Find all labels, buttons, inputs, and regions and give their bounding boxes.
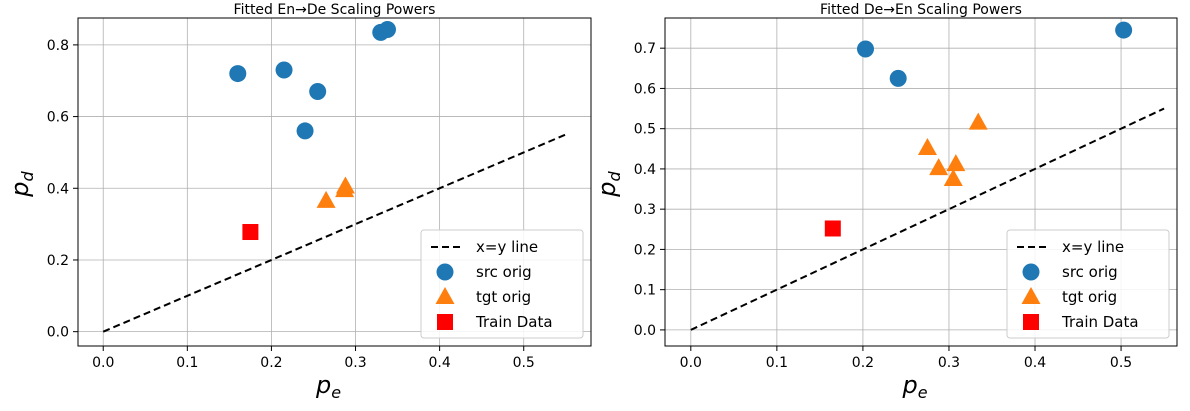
data-point-circle [275,61,293,79]
y-tick-label: 0.4 [47,181,69,197]
legend-label: x=y line [1062,238,1124,256]
legend-marker-triangle [435,287,455,304]
legend-label: tgt orig [1062,288,1117,306]
legend: x=y line src orig tgt orig Train Data [420,229,584,339]
x-tick-label: 0.4 [428,355,450,371]
chart-title: Fitted De→En Scaling Powers [820,2,1022,18]
data-point-triangle [335,176,355,194]
x-tick-label: 0.0 [92,355,114,371]
y-tick-label: 0.2 [47,253,69,269]
y-axis-label-main: p [593,181,621,197]
x-tick-label: 0.3 [344,355,366,371]
y-tick-label: 0.5 [634,122,656,138]
x-tick-label: 0.5 [513,355,535,371]
x-axis-label-sub: e [918,383,928,402]
chart-title: Fitted En→De Scaling Powers [234,2,436,18]
x-axis-label: pe [901,371,927,402]
data-point-circle [856,40,874,58]
data-point-circle [309,82,327,100]
plot-frame [664,17,1178,347]
legend-box [1006,229,1170,339]
data-point-square [824,220,841,237]
legend-marker-circle [436,263,454,281]
x-tick-label: 0.5 [1110,355,1132,371]
data-point-circle [229,65,247,83]
x-tick-label: 0.1 [176,355,198,371]
data-point-triangle [316,190,336,208]
x-tick-label: 0.0 [680,355,702,371]
x-axis-label: pe [315,371,341,402]
y-axis-label: pd [6,170,37,197]
series-src-orig [229,20,396,140]
legend-label: src orig [476,263,532,281]
series-train-data [824,220,841,237]
legend-label: src orig [1062,263,1118,281]
data-point-circle [378,20,396,38]
series-tgt-orig [917,112,988,186]
x-tick-label: 0.3 [938,355,960,371]
legend-label: tgt orig [476,288,531,306]
y-axis-label-sub: d [18,170,37,181]
y-tick-label: 0.6 [634,81,656,97]
legend-label: Train Data [1061,313,1139,331]
y-tick-label: 0.8 [47,38,69,54]
data-point-triangle [946,154,966,172]
series-tgt-orig [316,176,355,208]
x-axis-label-main: p [315,371,331,399]
x-tick-label: 0.4 [1024,355,1046,371]
y-axis-label: pd [593,170,624,197]
legend-label: Train Data [475,313,553,331]
y-tick-label: 0.1 [634,283,656,299]
data-point-circle [889,69,907,87]
legend-marker-square [437,314,453,330]
series-x-y-line [102,133,567,333]
legend-marker-triangle [1021,287,1041,304]
legend-box [420,229,584,339]
y-tick-label: 0.7 [634,41,656,57]
y-tick-label: 0.6 [47,110,69,126]
xy-line [690,107,1165,331]
y-tick-label: 0.0 [634,323,656,339]
y-tick-label: 0.2 [634,242,656,258]
x-axis-label-sub: e [331,383,341,402]
series-src-orig [856,21,1133,87]
legend: x=y line src orig tgt orig Train Data [1006,229,1170,339]
legend-marker-square [1023,314,1039,330]
data-point-triangle [929,158,949,176]
x-tick-label: 0.2 [852,355,874,371]
xy-line [102,133,567,333]
plot-frame [77,17,592,347]
series-x-y-line [690,107,1165,331]
data-point-triangle [943,168,963,186]
series-train-data [242,224,259,241]
x-axis-label-main: p [901,371,917,399]
x-tick-label: 0.2 [260,355,282,371]
y-tick-label: 0.4 [634,162,656,178]
data-point-triangle [917,137,937,155]
y-axis-label-sub: d [605,170,624,181]
data-point-circle [1115,21,1133,39]
y-tick-label: 0.3 [634,202,656,218]
chart-panel-1: 0.0 0.1 0.2 0.3 0.4 0.5 0.0 0.2 0.4 0.6 0.8 Fitted … [6,2,592,402]
x-tick-label: 0.1 [766,355,788,371]
data-point-square [242,224,259,241]
legend-marker-circle [1022,263,1040,281]
chart-panel-2: 0.0 0.1 0.2 0.3 0.4 0.5 0.0 0.1 0.2 0.3 0.4 0.5 0.6 0… [593,2,1178,402]
data-point-triangle [968,112,988,130]
legend-label: x=y line [476,238,538,256]
data-point-circle [296,122,314,140]
y-tick-label: 0.0 [47,325,69,341]
y-axis-label-main: p [6,181,34,197]
